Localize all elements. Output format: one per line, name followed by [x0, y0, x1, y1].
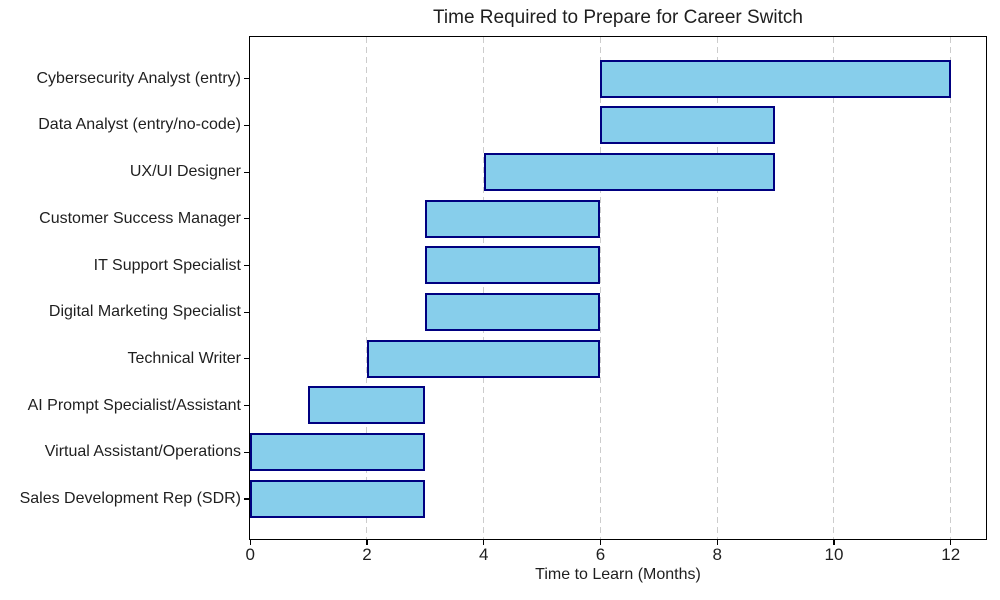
- y-tick-mark-6: [244, 358, 249, 360]
- gridline-x-2: [366, 37, 368, 539]
- gridline-x-4: [483, 37, 485, 539]
- x-tick-mark-12: [950, 540, 952, 545]
- plot-area: [249, 36, 987, 540]
- y-tick-mark-2: [244, 171, 249, 173]
- x-tick-label-2: 2: [362, 545, 372, 564]
- y-tick-label-4: IT Support Specialist: [93, 256, 241, 274]
- y-tick-label-8: Virtual Assistant/Operations: [44, 443, 241, 461]
- y-tick-label-7: AI Prompt Specialist/Assistant: [27, 396, 241, 414]
- x-tick-label-0: 0: [245, 545, 255, 564]
- bar-0: [600, 59, 951, 98]
- gridline-x-8: [716, 37, 718, 539]
- y-tick-label-2: UX/UI Designer: [129, 163, 241, 181]
- y-tick-mark-8: [244, 451, 249, 453]
- y-tick-label-3: Customer Success Manager: [39, 209, 241, 227]
- y-tick-mark-0: [244, 78, 249, 80]
- bar-3: [425, 199, 601, 238]
- gridline-x-10: [833, 37, 835, 539]
- x-axis-label: Time to Learn (Months): [535, 566, 701, 583]
- x-tick-label-12: 12: [941, 545, 961, 564]
- y-tick-label-9: Sales Development Rep (SDR): [19, 490, 241, 507]
- y-tick-label-6: Technical Writer: [127, 349, 241, 367]
- x-tick-label-10: 10: [824, 545, 844, 564]
- chart-title: Time Required to Prepare for Career Swit…: [433, 7, 803, 28]
- x-tick-mark-10: [833, 540, 835, 545]
- x-tick-mark-8: [716, 540, 718, 545]
- bar-2: [483, 152, 776, 191]
- x-tick-label-6: 6: [595, 545, 606, 564]
- y-tick-mark-3: [244, 218, 249, 220]
- x-tick-label-4: 4: [478, 545, 489, 564]
- x-tick-mark-4: [483, 540, 485, 545]
- y-tick-mark-4: [244, 264, 249, 267]
- x-tick-mark-2: [366, 540, 368, 545]
- x-tick-mark-6: [599, 540, 602, 545]
- y-tick-mark-1: [244, 124, 249, 126]
- y-tick-label-1: Data Analyst (entry/no-code): [38, 116, 241, 134]
- bar-8: [250, 433, 426, 472]
- gridline-x-6: [599, 37, 601, 539]
- bar-4: [425, 246, 601, 285]
- bar-1: [600, 106, 776, 145]
- bar-7: [308, 386, 426, 425]
- y-tick-label-5: Digital Marketing Specialist: [48, 303, 241, 321]
- bar-6: [366, 339, 601, 378]
- x-tick-mark-0: [249, 540, 251, 545]
- y-tick-mark-7: [244, 405, 249, 407]
- y-tick-mark-9: [244, 498, 249, 500]
- bar-5: [425, 293, 601, 331]
- bar-9: [250, 479, 426, 518]
- y-tick-label-0: Cybersecurity Analyst (entry): [36, 69, 241, 87]
- y-tick-mark-5: [244, 311, 249, 313]
- gridline-x-12: [950, 37, 952, 539]
- x-tick-label-8: 8: [712, 545, 722, 564]
